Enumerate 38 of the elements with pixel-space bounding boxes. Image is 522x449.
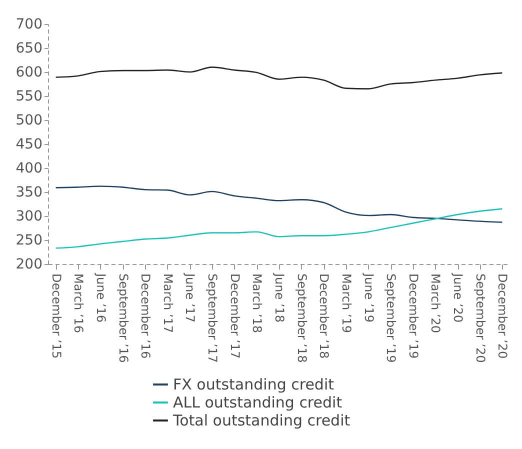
x-tick-label: September ’18 <box>294 274 309 363</box>
line-series <box>55 66 503 90</box>
x-tick-label: December ’20 <box>496 274 510 359</box>
x-tick-label: September ’19 <box>384 274 398 363</box>
x-tick-label: March ’19 <box>339 274 354 333</box>
y-tick-label: 400 <box>16 160 42 176</box>
y-tick-label: 350 <box>16 184 42 200</box>
legend-label: ALL outstanding credit <box>173 394 342 412</box>
x-tick-label: December ’18 <box>317 274 332 359</box>
y-tick-label: 500 <box>16 112 42 128</box>
x-tick-label: December ’15 <box>49 274 64 359</box>
y-tick-label: 650 <box>16 40 42 56</box>
x-tick-label: September ’20 <box>473 274 488 363</box>
line-series <box>55 208 503 249</box>
x-tick-label: March ’20 <box>428 274 443 333</box>
x-tick-label: June ’17 <box>183 272 198 323</box>
x-tick-label: March ’18 <box>250 274 264 333</box>
line-series <box>55 186 503 223</box>
legend-label: FX outstanding credit <box>173 376 334 394</box>
x-tick-label: June ’19 <box>362 272 376 323</box>
x-tick-label: December ’17 <box>228 274 242 359</box>
y-tick-label: 450 <box>16 136 42 152</box>
x-tick-label: September ’16 <box>116 274 130 363</box>
x-tick-label: September ’17 <box>206 274 220 363</box>
x-tick-label: March ’17 <box>160 274 175 333</box>
y-tick-label: 250 <box>16 232 42 248</box>
x-tick-label: March ’16 <box>72 274 86 333</box>
y-tick-label: 600 <box>16 64 42 80</box>
y-tick-label: 200 <box>16 256 42 272</box>
x-tick-label: December ’19 <box>406 274 420 359</box>
x-tick-label: December ’16 <box>138 274 153 359</box>
y-tick-label: 700 <box>16 16 42 32</box>
y-tick-label: 550 <box>16 88 42 104</box>
x-tick-label: June ’18 <box>272 272 286 323</box>
legend-label: Total outstanding credit <box>172 412 350 430</box>
y-tick-label: 300 <box>16 208 42 224</box>
x-tick-label: June ’20 <box>451 272 466 323</box>
x-tick-label: June ’16 <box>94 272 108 323</box>
